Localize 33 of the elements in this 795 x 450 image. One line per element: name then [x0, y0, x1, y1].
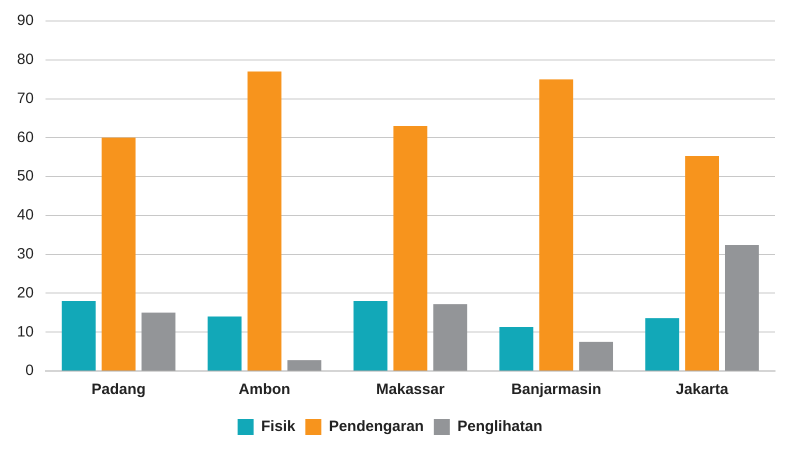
bar	[393, 126, 428, 370]
bar	[579, 342, 614, 370]
legend-label: Fisik	[261, 418, 296, 436]
y-tick-label: 60	[16, 128, 34, 146]
y-tick-label: 80	[16, 51, 34, 68]
x-tick-label: Banjarmasin	[511, 381, 602, 398]
legend-label: Penglihatan	[457, 418, 542, 436]
bar	[724, 245, 759, 370]
y-tick-label: 50	[16, 168, 34, 185]
bar	[539, 79, 574, 370]
y-tick-label: 10	[16, 323, 34, 340]
x-tick-label: Jakarta	[676, 381, 729, 398]
bar	[433, 304, 468, 370]
bar	[102, 138, 136, 370]
bar	[645, 318, 680, 370]
bar	[248, 72, 282, 370]
bar	[62, 301, 96, 370]
x-tick-label: Padang	[92, 381, 146, 398]
y-tick-label: 20	[16, 284, 34, 302]
bar	[354, 301, 388, 370]
bar	[685, 156, 720, 370]
y-tick-label: 40	[16, 206, 34, 224]
legend-label: Pendengaran	[328, 418, 424, 436]
bar	[208, 316, 242, 370]
bar	[142, 312, 176, 370]
y-tick-label: 0	[25, 362, 34, 380]
y-tick-label: 90	[16, 12, 34, 30]
y-tick-label: 70	[16, 90, 34, 107]
y-tick-label: 30	[16, 245, 34, 262]
x-tick-label: Makassar	[376, 381, 445, 398]
bar	[287, 360, 322, 370]
x-tick-label: Ambon	[238, 381, 290, 398]
bar	[499, 327, 534, 370]
